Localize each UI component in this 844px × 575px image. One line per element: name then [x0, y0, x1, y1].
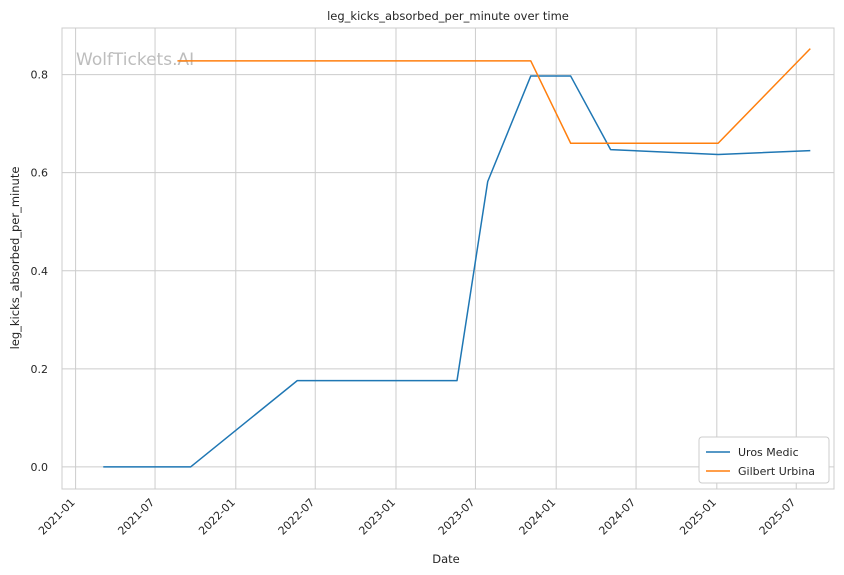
- series-line-gilbert-urbina: [177, 48, 811, 144]
- series-line-uros-medic: [103, 75, 811, 468]
- y-tick-label: 0.2: [31, 363, 49, 376]
- y-tick-label: 0.4: [31, 265, 49, 278]
- y-axis-ticks: 0.0 0.2 0.4 0.6 0.8: [31, 69, 49, 474]
- y-tick-label: 0.0: [31, 461, 49, 474]
- series-layer: [103, 48, 811, 468]
- y-tick-label: 0.6: [31, 167, 49, 180]
- watermark: WolfTickets.AI: [76, 50, 194, 70]
- x-tick-label: 2024-01: [517, 496, 559, 538]
- chart-title: leg_kicks_absorbed_per_minute over time: [327, 9, 569, 23]
- legend-box: [698, 436, 830, 484]
- x-tick-label: 2025-01: [677, 496, 719, 538]
- x-tick-label: 2021-01: [36, 496, 78, 538]
- x-axis-ticks: 2021-01 2021-07 2022-01 2022-07 2023-01 2023-…: [36, 496, 798, 538]
- x-tick-label: 2022-07: [276, 496, 318, 538]
- legend-label-uros-medic: Uros Medic: [738, 446, 799, 459]
- x-tick-label: 2023-01: [356, 496, 398, 538]
- x-tick-label: 2021-07: [115, 496, 157, 538]
- y-axis-title: leg_kicks_absorbed_per_minute: [8, 167, 22, 350]
- x-tick-label: 2022-01: [196, 496, 238, 538]
- x-axis-title: Date: [432, 552, 460, 566]
- x-tick-label: 2025-07: [757, 496, 799, 538]
- plot-area: [61, 27, 835, 490]
- legend: Uros Medic Gilbert Urbina: [698, 436, 830, 484]
- x-tick-label: 2024-07: [596, 496, 638, 538]
- x-tick-label: 2023-07: [436, 496, 478, 538]
- y-tick-label: 0.8: [31, 69, 49, 82]
- legend-label-gilbert-urbina: Gilbert Urbina: [738, 465, 815, 478]
